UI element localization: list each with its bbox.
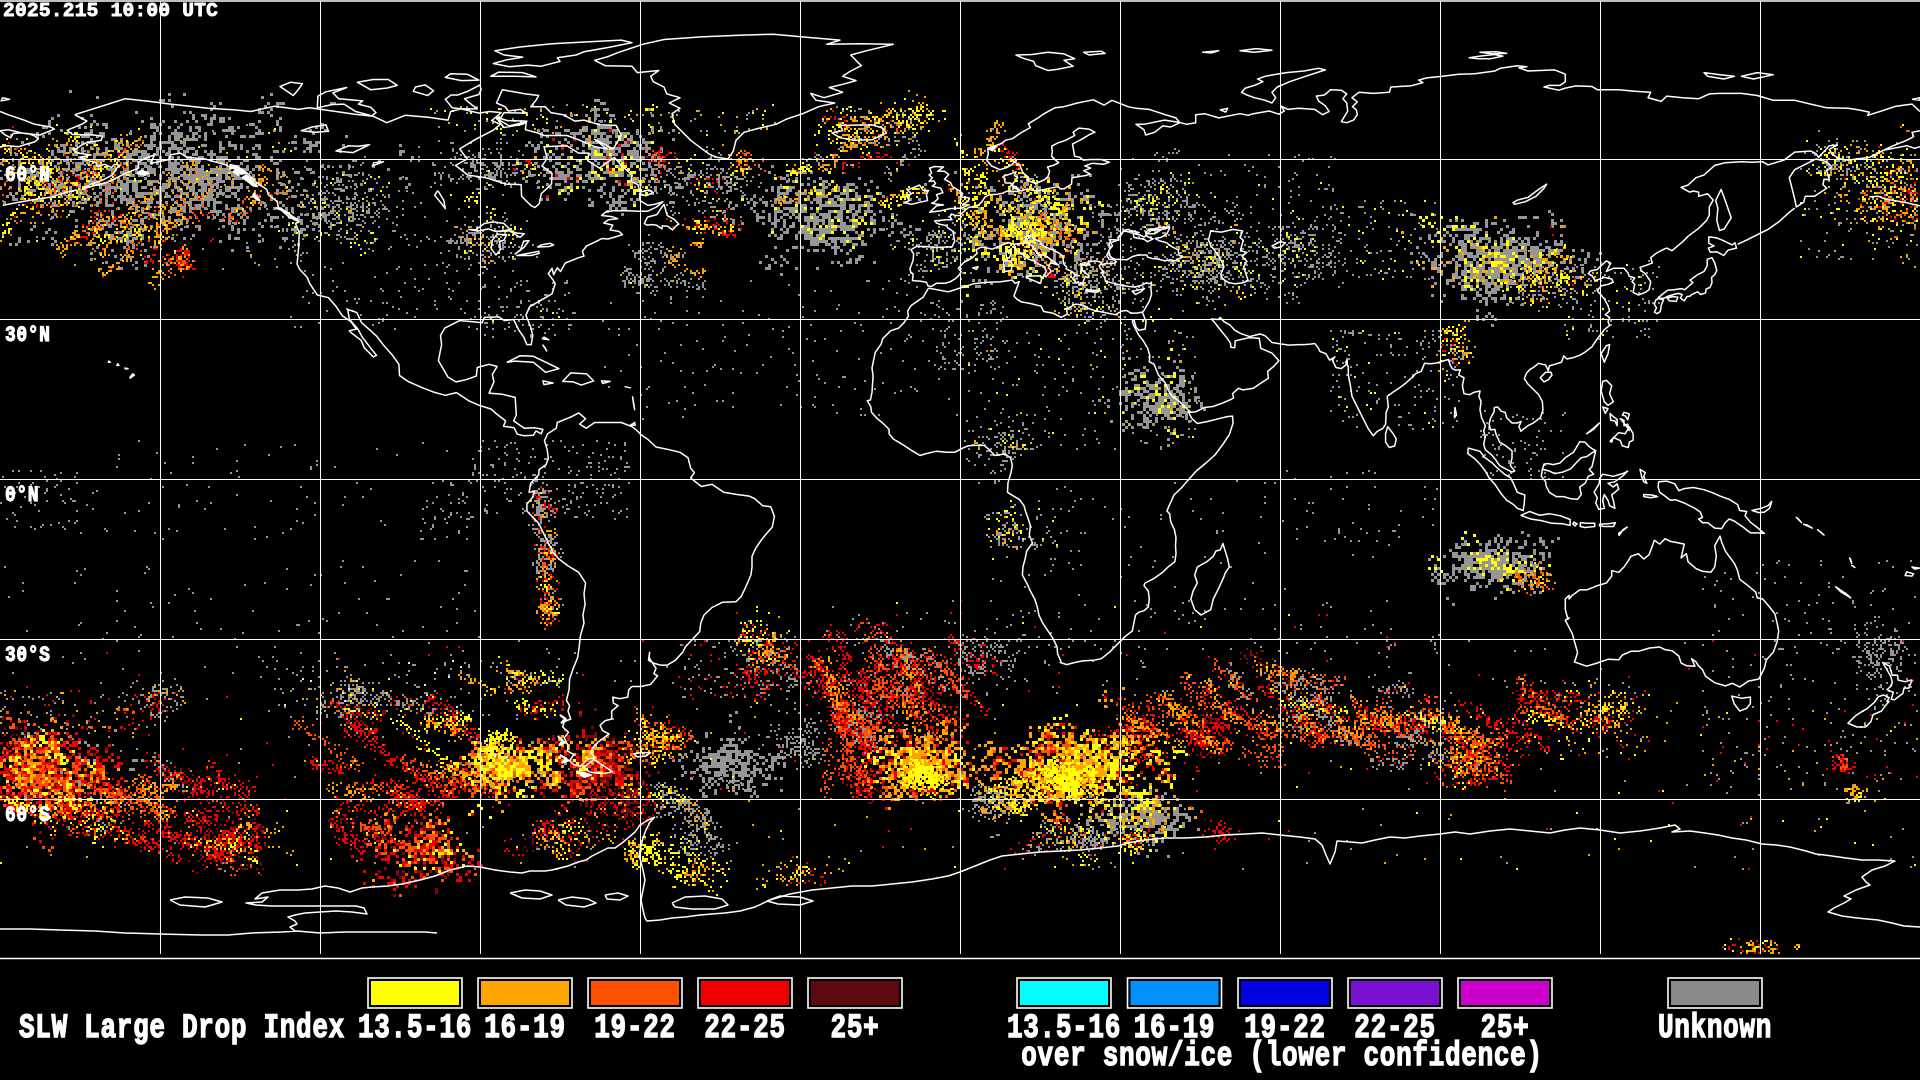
svg-text:13.5-16: 13.5-16 xyxy=(1007,1010,1121,1048)
svg-text:13.5-16: 13.5-16 xyxy=(358,1010,472,1048)
svg-text:0°N: 0°N xyxy=(5,483,39,508)
svg-text:22-25: 22-25 xyxy=(1354,1010,1436,1048)
svg-text:60°S: 60°S xyxy=(5,803,51,828)
svg-text:60°N: 60°N xyxy=(5,163,51,188)
svg-text:25+: 25+ xyxy=(1481,1010,1530,1048)
svg-text:SLW Large Drop Index: SLW Large Drop Index xyxy=(19,1010,345,1048)
svg-text:16-19: 16-19 xyxy=(1134,1010,1216,1048)
svg-text:over snow/ice (lower confidenc: over snow/ice (lower confidence) xyxy=(1021,1038,1543,1076)
svg-text:25+: 25+ xyxy=(831,1010,880,1048)
svg-text:19-22: 19-22 xyxy=(594,1010,676,1048)
svg-text:22-25: 22-25 xyxy=(704,1010,786,1048)
svg-text:30°N: 30°N xyxy=(5,323,51,348)
svg-text:30°S: 30°S xyxy=(5,643,51,668)
svg-text:16-19: 16-19 xyxy=(484,1010,566,1048)
svg-text:Unknown: Unknown xyxy=(1658,1010,1772,1048)
svg-text:2025.215 10:00 UTC: 2025.215 10:00 UTC xyxy=(3,0,218,22)
svg-text:19-22: 19-22 xyxy=(1244,1010,1326,1048)
